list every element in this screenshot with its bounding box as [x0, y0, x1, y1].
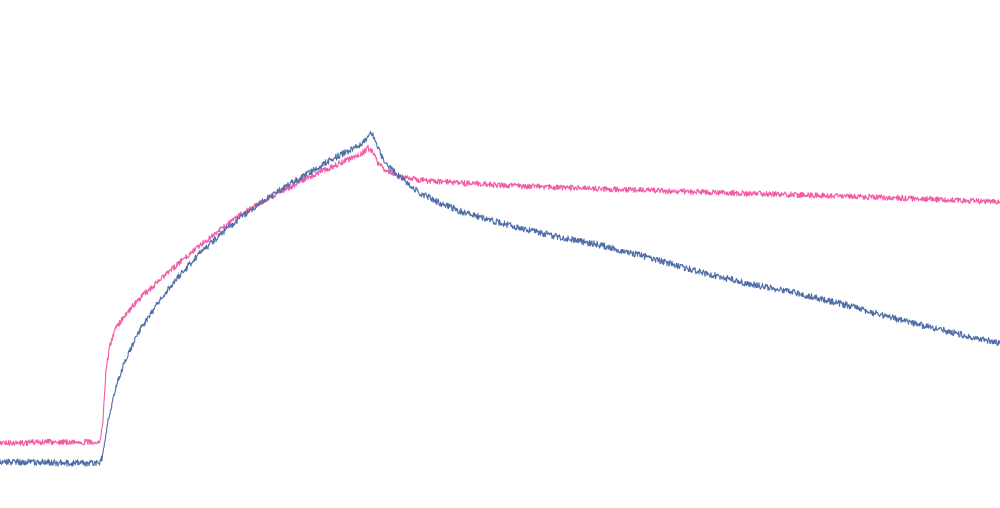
series-line-pink	[0, 144, 1000, 447]
series-line-blue	[0, 130, 1000, 467]
series-layer	[0, 130, 1000, 467]
